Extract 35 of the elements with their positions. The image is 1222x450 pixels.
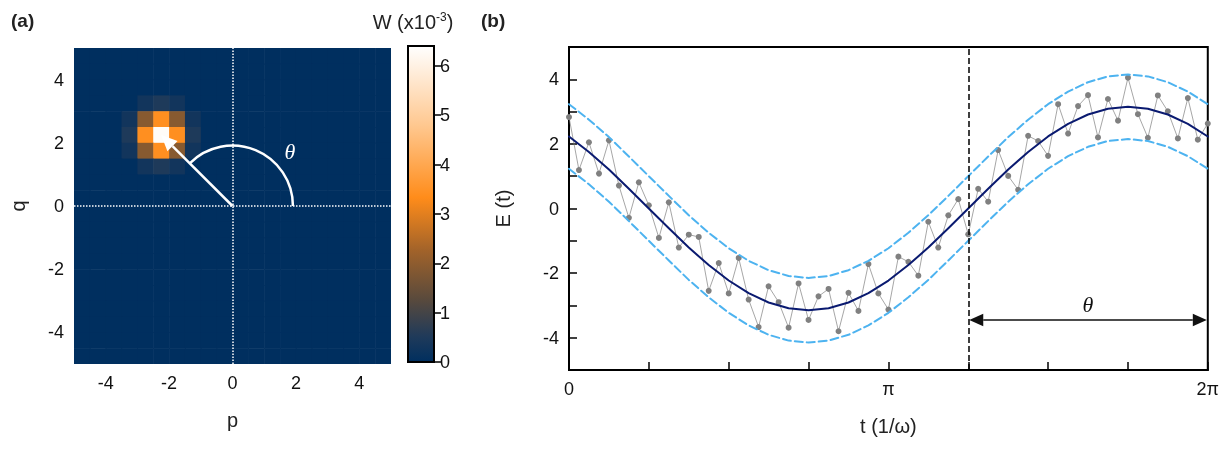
annotation: θ <box>1082 291 1094 317</box>
y-tick-label: -2 <box>47 259 64 280</box>
line-series <box>568 73 1209 279</box>
color-bar-label: 5 <box>440 105 451 126</box>
y-axis-title: q <box>7 200 29 212</box>
x-axis-title: p <box>226 409 239 431</box>
color-bar-label: 2 <box>440 253 451 274</box>
y-tick-label: -4 <box>47 322 64 343</box>
y-tick-label: 0 <box>53 196 64 216</box>
y-tick-label: -2 <box>542 263 559 284</box>
color-bar-label: 0 <box>440 352 451 372</box>
y-axis-title: E (t) <box>492 189 514 228</box>
x-tick-label: 0 <box>563 379 575 399</box>
x-axis-title: t (1/ω) <box>860 415 917 437</box>
line-series <box>568 105 1209 312</box>
x-tick-label: 2 <box>290 373 301 393</box>
y-tick-label: 2 <box>53 132 64 153</box>
chart-title: (a) <box>11 10 35 31</box>
x-tick-label: -2 <box>161 373 178 393</box>
y-tick-label: 0 <box>548 198 559 219</box>
color-bar-label: 4 <box>440 154 451 175</box>
y-tick-label: 4 <box>53 69 64 90</box>
x-tick-label: 2π <box>1196 379 1219 399</box>
x-tick-label: π <box>882 379 895 399</box>
x-tick-label: 4 <box>354 373 365 393</box>
color-bar-label: 1 <box>440 302 451 323</box>
chart-title: (b) <box>481 10 506 31</box>
x-tick-label: 0 <box>227 373 238 393</box>
y-tick-label: 2 <box>548 133 559 154</box>
color-bar-label: 6 <box>440 55 451 76</box>
y-tick-label: 4 <box>548 69 559 90</box>
x-tick-label: -4 <box>97 373 114 393</box>
y-tick-label: -4 <box>542 327 559 348</box>
annotation: θ <box>284 139 296 165</box>
color-bar-label: 3 <box>440 203 451 224</box>
